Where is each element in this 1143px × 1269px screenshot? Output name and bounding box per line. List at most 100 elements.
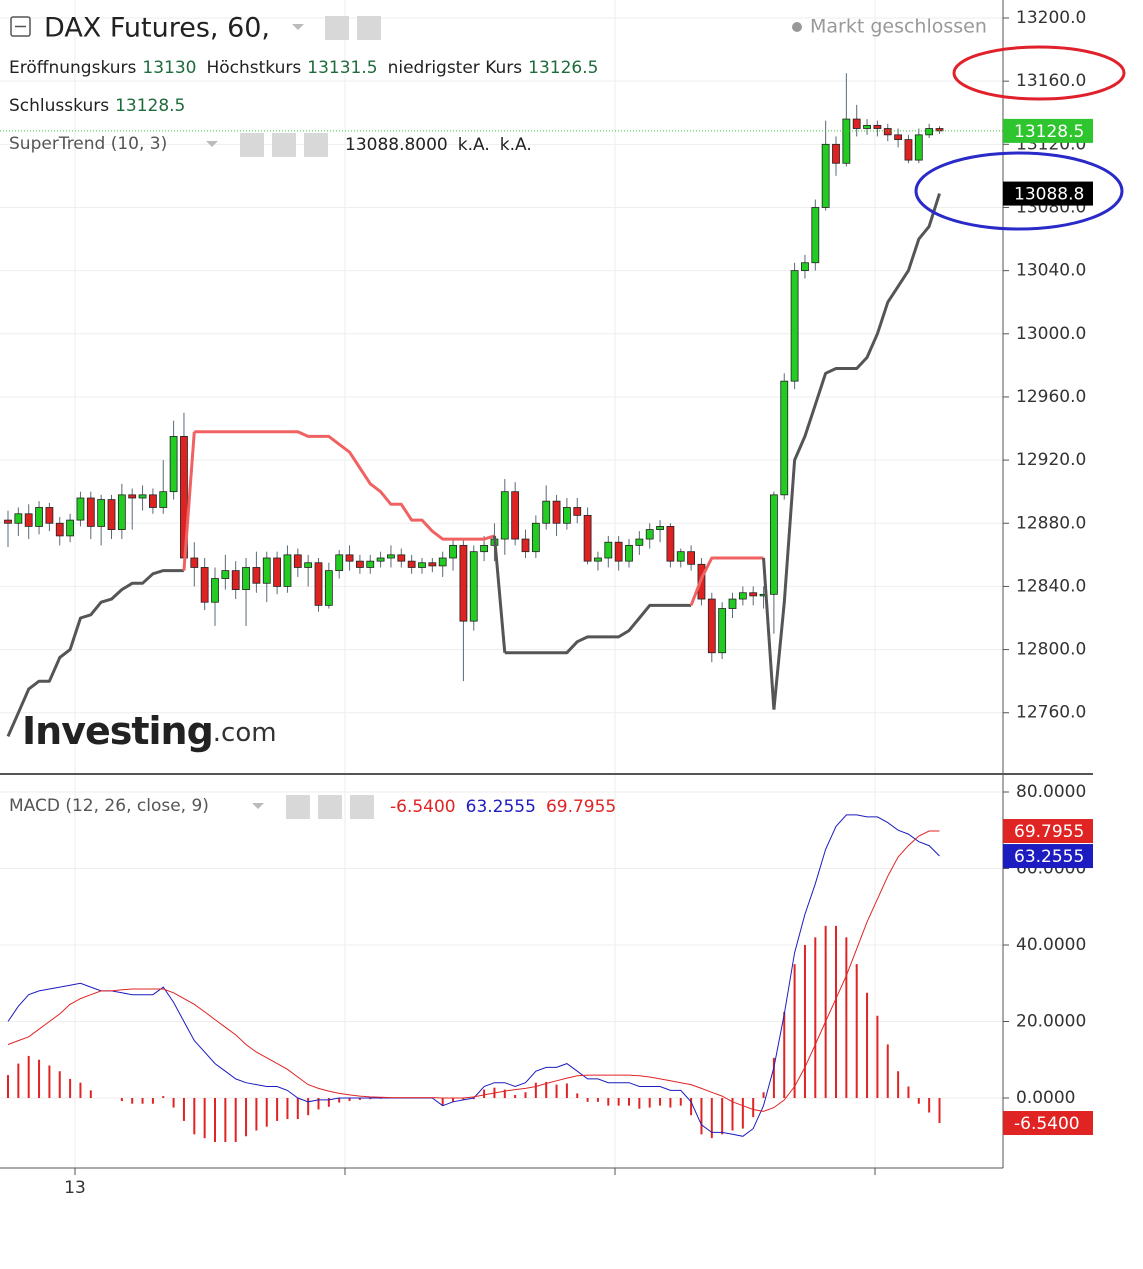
- histogram-bar: [803, 945, 806, 1099]
- axis-layer: 12760.0 12800.0 12840.0 12880.0 12920.0 12960…: [1003, 8, 1086, 1108]
- histogram-bar: [576, 1093, 579, 1099]
- ohlc-value: 13131.5: [307, 58, 377, 78]
- histogram-bar: [928, 1098, 931, 1113]
- histogram-bar: [224, 1098, 227, 1142]
- histogram-bar: [565, 1083, 568, 1099]
- candle-body: [852, 118, 861, 129]
- indicator-name: MACD (12, 26, close, 9): [9, 796, 209, 816]
- histogram-bar: [731, 1098, 734, 1131]
- price-label-box: [1003, 118, 1093, 143]
- supertrend-line: [6, 569, 184, 738]
- candle-body: [366, 560, 375, 568]
- price-label-box: [1003, 819, 1093, 844]
- indicator-value: 69.7955: [546, 797, 616, 817]
- indicator-value: 13088.8000: [345, 135, 448, 155]
- y-tick-label: 12760.0: [1016, 703, 1086, 723]
- candle-body: [707, 598, 716, 654]
- ohlc-value: 13128.5: [115, 96, 185, 116]
- dropdown-arrow[interactable]: [206, 141, 218, 147]
- settings-button[interactable]: [357, 16, 381, 40]
- candle-body: [355, 560, 364, 568]
- histogram-bar: [721, 1098, 724, 1135]
- histogram-bar: [783, 1011, 786, 1099]
- visibility-button[interactable]: [240, 133, 264, 157]
- candle-body: [635, 538, 644, 546]
- candle-body: [552, 500, 561, 524]
- histogram-bar: [669, 1098, 672, 1108]
- candle-body: [169, 436, 178, 493]
- supertrend-connector: [762, 557, 776, 710]
- visibility-button[interactable]: [286, 795, 310, 819]
- candle-body: [480, 544, 489, 553]
- visibility-button[interactable]: [325, 16, 349, 40]
- macd-line: [7, 830, 940, 1112]
- candle-body: [770, 494, 778, 595]
- histogram-bar: [762, 1092, 765, 1099]
- histogram-bar: [483, 1089, 486, 1099]
- status-dot: [792, 22, 802, 32]
- candle-body: [438, 557, 447, 567]
- histogram-bar: [182, 1098, 185, 1121]
- indicator-name: SuperTrend (10, 3): [9, 134, 167, 154]
- ohlc-value: 13126.5: [528, 58, 598, 78]
- histogram-bar: [472, 1098, 475, 1100]
- candle-body: [387, 554, 395, 559]
- candle-body: [894, 134, 902, 140]
- histogram-bar: [255, 1098, 258, 1131]
- candle-body: [190, 557, 199, 568]
- histogram-bar: [596, 1098, 599, 1102]
- histogram-bar: [79, 1082, 82, 1099]
- candle-body: [469, 551, 478, 622]
- dropdown-arrow[interactable]: [292, 24, 304, 30]
- supertrend-line: [772, 193, 941, 710]
- settings-button[interactable]: [318, 795, 342, 819]
- histogram-bar: [617, 1098, 620, 1106]
- y-tick-label: 80.0000: [1016, 782, 1086, 802]
- indicator-value: -6.5400: [390, 797, 456, 817]
- candle-body: [128, 494, 137, 499]
- histogram-bar: [710, 1098, 713, 1139]
- candle-body: [335, 554, 344, 572]
- candle-body: [324, 570, 333, 606]
- ohlc-label: Eröffnungskurs: [9, 58, 137, 78]
- histogram-bar: [338, 1098, 341, 1103]
- candle-body: [645, 529, 654, 540]
- candle-body: [117, 494, 126, 530]
- histogram-bar: [772, 1057, 775, 1099]
- candle-body: [687, 551, 695, 565]
- candle-body: [718, 608, 727, 654]
- candle-body: [45, 507, 54, 524]
- candle-body: [583, 514, 592, 562]
- indicator-values: -6.5400 63.2555 69.7955: [390, 797, 616, 817]
- remove-button[interactable]: [350, 795, 374, 819]
- histogram-bar: [524, 1092, 527, 1099]
- supertrend-connector: [492, 535, 507, 653]
- y-tick-label: 13000.0: [1016, 324, 1086, 344]
- settings-button[interactable]: [272, 133, 296, 157]
- histogram-bar: [120, 1098, 123, 1102]
- ohlc-legend: Schlusskurs 13128.5: [9, 96, 185, 116]
- dropdown-arrow[interactable]: [252, 803, 264, 809]
- candle-body: [500, 491, 509, 540]
- histogram-bar: [69, 1078, 72, 1099]
- candle-body: [563, 507, 571, 524]
- price-label: 13128.5: [1014, 122, 1084, 142]
- candle-body: [407, 560, 416, 568]
- histogram-bar: [845, 937, 848, 1099]
- candle-body: [604, 541, 613, 559]
- candle-body: [780, 380, 789, 496]
- candle-body: [511, 491, 520, 540]
- y-tick-label: 13160.0: [1016, 71, 1086, 91]
- histogram-bar: [741, 1098, 744, 1129]
- histogram-bar: [659, 1098, 662, 1106]
- candle-body: [107, 499, 116, 530]
- indicator-value: 63.2555: [466, 797, 536, 817]
- remove-button[interactable]: [304, 133, 328, 157]
- candle-body: [728, 598, 737, 609]
- histogram-bar: [555, 1084, 558, 1099]
- candle-body: [790, 270, 799, 382]
- y-tick-label: 12880.0: [1016, 513, 1086, 533]
- candle-body: [200, 567, 209, 603]
- indicator-na: k.A.: [458, 135, 490, 155]
